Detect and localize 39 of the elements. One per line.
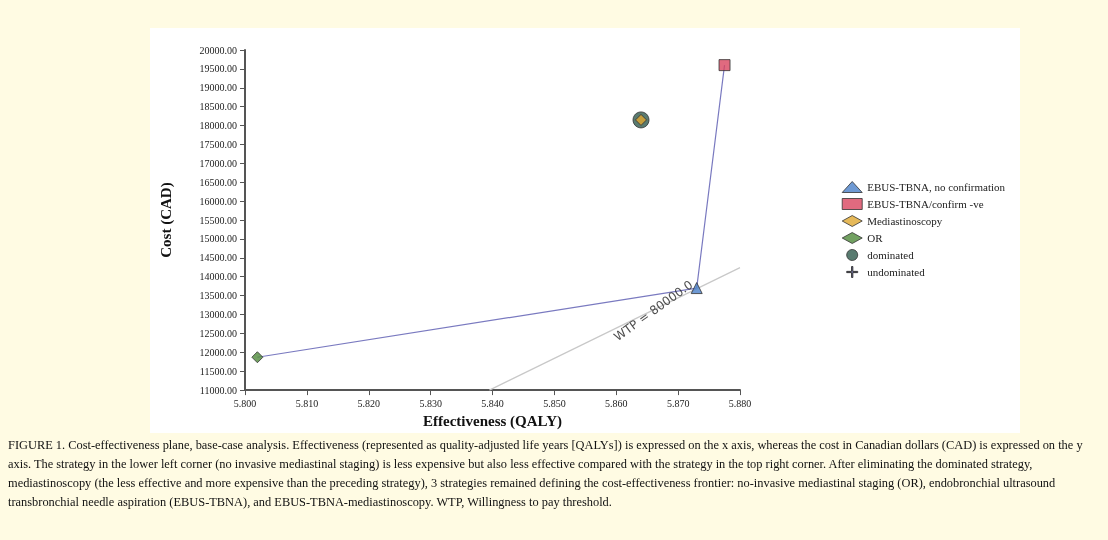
y-tick-label: 14000.00 [199, 271, 237, 283]
x-tick-label: 5.840 [481, 397, 504, 409]
y-tick-label: 19000.00 [199, 82, 237, 94]
x-tick-label: 5.880 [728, 397, 752, 409]
x-tick-label: 5.850 [543, 397, 566, 409]
y-tick-label: 20000.00 [199, 44, 237, 56]
y-tick-label: 16500.00 [199, 176, 237, 188]
x-tick-label: 5.870 [666, 397, 690, 409]
y-tick-label: 11000.00 [199, 384, 237, 396]
x-tick-label: 5.860 [605, 397, 628, 409]
y-tick-label: 18500.00 [199, 101, 237, 113]
x-axis-title: Effectiveness (QALY) [422, 412, 563, 430]
legend-label: dominated [867, 249, 915, 261]
y-tick-label: 18000.00 [199, 120, 237, 132]
point [718, 59, 731, 72]
y-tick-label: 11500.00 [199, 365, 237, 377]
legend-label: OR [867, 232, 884, 244]
y-tick-label: 17000.00 [199, 157, 237, 169]
x-tick-label: 5.820 [357, 397, 380, 409]
legend-label: Mediastinoscopy [867, 215, 943, 227]
x-tick-label: 5.810 [295, 397, 319, 409]
y-tick-label: 14500.00 [199, 252, 237, 264]
point [251, 351, 264, 364]
y-tick-label: 12000.00 [199, 346, 237, 358]
legend-label: EBUS-TBNA/confirm -ve [867, 198, 984, 210]
y-tick-label: 13500.00 [199, 290, 237, 302]
legend-label: EBUS-TBNA, no confirmation [867, 181, 1006, 193]
y-tick-label: 13000.00 [199, 309, 237, 321]
y-tick-label: 15000.00 [199, 233, 237, 245]
x-tick-label: 5.800 [233, 397, 257, 409]
caption: FIGURE 1. Cost-effectiveness plane, base-case analysis. Effectiveness (represented as quality-adjusted life years [QALYs]) is expressed on the x axis, whereas the cost in Canadian dollars (CAD) is expressed on the y axis. The strategy in the lower left corner (no invasive mediastinal staging) is less expensive but also less effective compared with the strategy in the top right corner. After eliminating the dominated strategy, mediastinoscopy (the less effective and more expensive than the preceding strategy), 3 strategies remained defining the cost-effectiveness frontier: no-invasive mediastinal staging (OR), endobronchial ultrasound transbronchial needle aspiration (EBUS-TBNA), and EBUS-TBNA-mediastinoscopy. WTP, Willingness to pay threshold. [8, 437, 1084, 511]
y-tick-label: 19500.00 [199, 63, 237, 75]
x-tick-label: 5.830 [419, 397, 442, 409]
legend-label: undominated [867, 266, 926, 278]
y-tick-label: 17500.00 [199, 138, 237, 150]
y-tick-label: 15500.00 [199, 214, 237, 226]
y-axis-title: Cost (CAD) [157, 182, 175, 258]
y-tick-label: 12500.00 [199, 327, 237, 339]
y-tick-label: 16000.00 [199, 195, 237, 207]
